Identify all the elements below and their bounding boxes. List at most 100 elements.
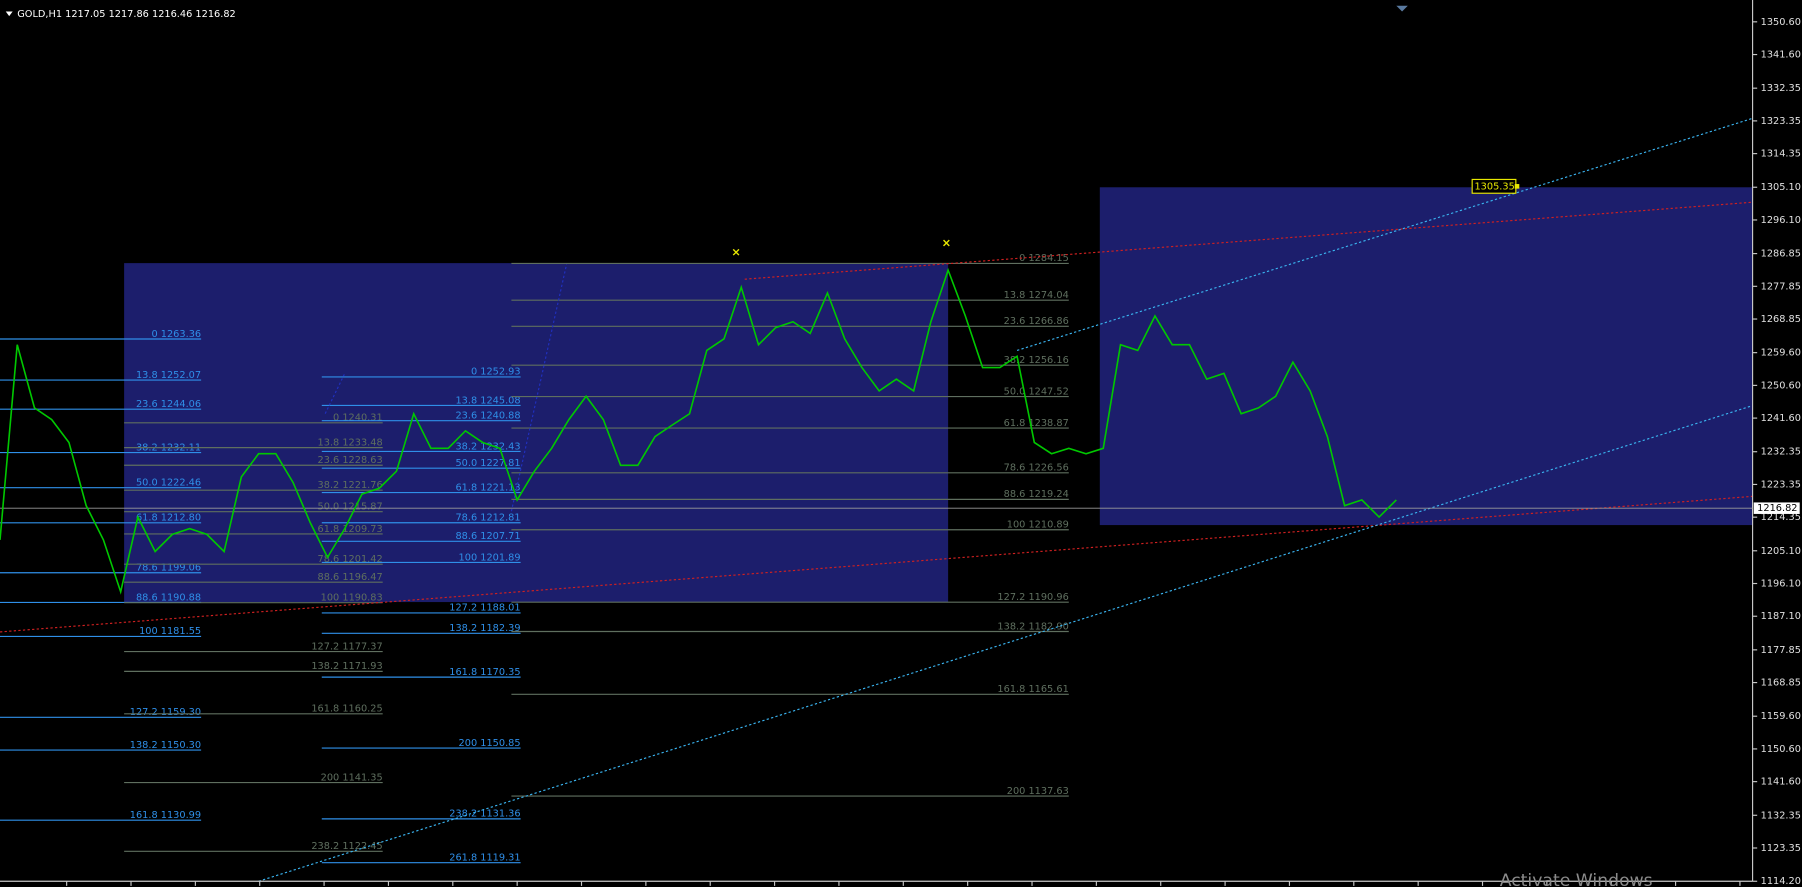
fib-label: 13.8 1233.48	[318, 437, 383, 448]
fib-label: 50.0 1227.81	[455, 458, 520, 469]
y-tick-label: 1232.35	[1761, 447, 1801, 458]
fib-label: 38.2 1221.76	[318, 480, 383, 491]
trendlines	[0, 117, 1753, 882]
fib-label: 161.8 1170.35	[449, 667, 520, 678]
fib-label: 161.8 1160.25	[311, 704, 382, 715]
fib-label: 13.8 1245.08	[455, 395, 520, 406]
fib-label: 161.8 1130.99	[130, 810, 201, 821]
fib-label: 23.6 1244.06	[136, 399, 201, 410]
fib-label: 138.2 1171.93	[311, 661, 382, 672]
y-tick-label: 1268.85	[1761, 314, 1801, 325]
y-tick-label: 1241.60	[1761, 413, 1801, 424]
y-tick-label: 1177.85	[1761, 645, 1801, 656]
scroll-marker	[1396, 5, 1408, 12]
fib-label: 0 1284.15	[1019, 253, 1069, 264]
title-arrow	[5, 11, 13, 17]
y-tick-label: 1314.35	[1761, 149, 1801, 160]
fib-label: 13.8 1274.04	[1004, 290, 1069, 301]
y-tick-label: 1259.60	[1761, 348, 1801, 359]
y-tick-label: 1350.60	[1761, 17, 1801, 28]
y-tick-label: 1196.10	[1761, 579, 1801, 590]
fib-label: 127.2 1190.96	[997, 592, 1068, 603]
y-tick-label: 1132.35	[1761, 810, 1801, 821]
y-tick-label: 1205.10	[1761, 546, 1801, 557]
y-tick-label: 1214.35	[1761, 512, 1801, 523]
fib-label: 50.0 1215.87	[318, 501, 383, 512]
fib-label: 161.8 1165.61	[997, 684, 1068, 695]
y-tick-label: 1141.60	[1761, 777, 1801, 788]
current-price-label: 1216.82	[1757, 503, 1797, 514]
fib-label: 78.6 1226.56	[1004, 463, 1069, 474]
fib-label: 61.8 1212.80	[136, 513, 201, 524]
x-marker	[732, 248, 740, 256]
current-price-box	[1753, 502, 1800, 514]
fib-group: 0 1263.36 13.8 1252.07 23.6 1244.06 38.2 12…	[0, 253, 1069, 864]
zone-box	[124, 263, 949, 603]
fib-label: 13.8 1252.07	[136, 370, 201, 381]
fib-label: 61.8 1209.73	[318, 524, 383, 535]
y-tick-label: 1323.35	[1761, 116, 1801, 127]
symbol-title: GOLD,H1 1217.05 1217.86 1216.46 1216.82	[17, 9, 236, 20]
fib-label: 0 1252.93	[471, 367, 521, 378]
fib-label: 61.8 1238.87	[1004, 418, 1069, 429]
fib-label: 238.2 1131.36	[449, 809, 520, 820]
fib-label: 138.2 1182.90	[997, 621, 1068, 632]
fib-label: 50.0 1222.46	[136, 478, 201, 489]
trendline	[510, 264, 568, 512]
trendline	[0, 495, 1753, 633]
fib-label: 78.6 1212.81	[455, 513, 520, 524]
y-tick-label: 1223.35	[1761, 479, 1801, 490]
fib-label: 50.0 1247.52	[1004, 386, 1069, 397]
y-tick-label: 1341.60	[1761, 50, 1801, 61]
price-line	[0, 267, 1397, 595]
y-tick-label: 1159.60	[1761, 711, 1801, 722]
fib-label: 100 1210.89	[1007, 520, 1069, 531]
fib-label: 23.6 1228.63	[318, 455, 383, 466]
fib-label: 127.2 1188.01	[449, 603, 520, 614]
fib-label: 88.6 1196.47	[318, 572, 383, 583]
fib-label: 38.2 1256.16	[1004, 355, 1069, 366]
y-tick-label: 1168.85	[1761, 678, 1801, 689]
y-tick-label: 1123.35	[1761, 843, 1801, 854]
fib-label: 78.6 1199.06	[136, 563, 201, 574]
y-tick-label: 1187.10	[1761, 611, 1801, 622]
fib-label: 127.2 1177.37	[311, 641, 382, 652]
fib-label: 100 1190.83	[321, 592, 383, 603]
y-tick-label: 1286.85	[1761, 249, 1801, 260]
time-ticks	[66, 881, 1741, 886]
fib-label: 0 1240.31	[333, 413, 383, 424]
markers	[732, 239, 950, 256]
fib-label: 38.2 1232.43	[455, 441, 520, 452]
fib-label: 88.6 1190.88	[136, 592, 201, 603]
y-tick-label: 1250.60	[1761, 380, 1801, 391]
fib-label: 88.6 1219.24	[1004, 489, 1069, 500]
target-label: 1305.35	[1474, 181, 1514, 192]
fib-label: 23.6 1266.86	[1004, 316, 1069, 327]
zone-box	[1099, 187, 1753, 526]
target-handle	[1514, 184, 1520, 189]
y-tick-label: 1277.85	[1761, 281, 1801, 292]
y-tick-label: 1150.60	[1761, 744, 1801, 755]
fib-label: 100 1181.55	[139, 626, 201, 637]
trendline	[258, 405, 1753, 882]
fib-label: 261.8 1119.31	[449, 853, 520, 864]
watermark: Activate Windows	[1500, 871, 1653, 887]
y-tick-label: 1332.35	[1761, 83, 1801, 94]
y-tick-label: 1305.10	[1761, 182, 1801, 193]
fib-label: 200 1150.85	[459, 738, 521, 749]
fib-label: 238.2 1122.45	[311, 841, 382, 852]
fib-label: 0 1263.36	[151, 329, 201, 340]
fib-label: 61.8 1221.13	[455, 482, 520, 493]
fib-label: 100 1201.89	[459, 552, 521, 563]
fib-label: 88.6 1207.71	[455, 531, 520, 542]
trendline	[744, 201, 1753, 280]
fib-label: 23.6 1240.88	[455, 411, 520, 422]
y-tick-label: 1114.20	[1761, 876, 1801, 887]
trendline	[324, 373, 346, 414]
y-tick-label: 1296.10	[1761, 215, 1801, 226]
fib-label: 200 1141.35	[321, 772, 383, 783]
fib-label: 127.2 1159.30	[130, 707, 201, 718]
fib-label: 138.2 1182.39	[449, 623, 520, 634]
